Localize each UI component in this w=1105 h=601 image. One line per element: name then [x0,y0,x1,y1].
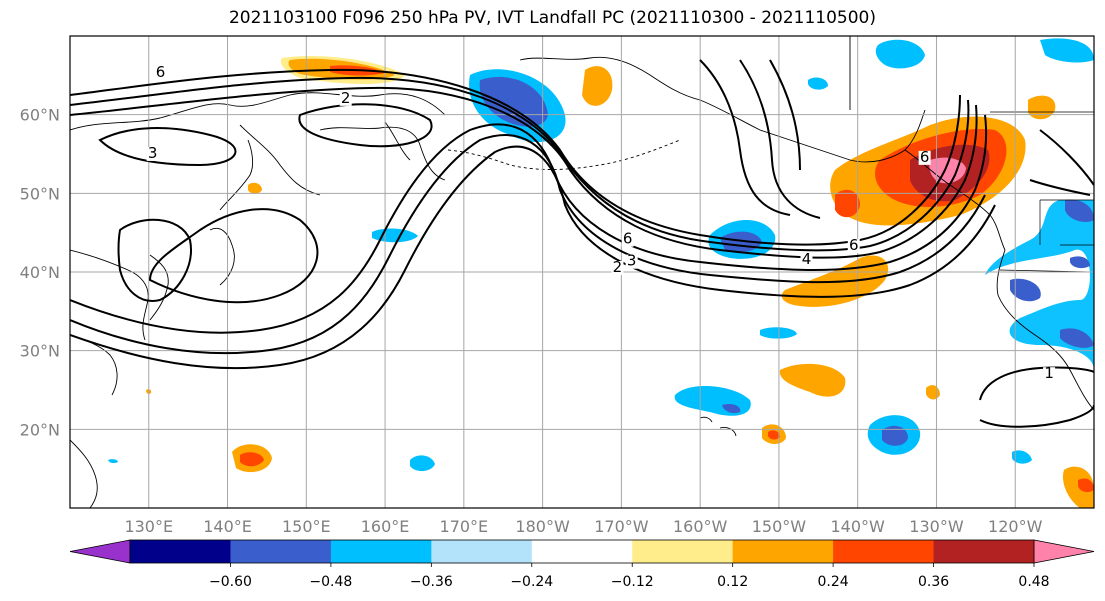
colorbar-segment-9 [933,540,1035,563]
colorbar-tick-label-2: −0.36 [410,574,453,590]
colorbar-tick-label-3: −0.24 [510,574,553,590]
contour-label-8: 6 [920,148,930,166]
latitude-labels: 20°N 30°N 40°N 50°N 60°N [20,106,60,440]
contour-label-7: 6 [849,236,859,254]
contour-label-bg-5 [611,261,624,275]
colorbar-tick-label-5: 0.12 [717,574,748,590]
contour-label-bg-8 [918,150,931,165]
contour-label-bg-6 [800,253,813,268]
contour-label-bg-7 [847,238,860,253]
colorbar-tick-label-0: −0.60 [209,574,252,590]
contour-label-bg-3 [621,232,634,247]
contour-label-4: 3 [627,252,637,270]
lon-tick-label-6: 170°W [594,517,649,536]
contour-label-2: 2 [341,89,351,107]
colorbar-segment-4 [431,540,533,563]
colorbar-segment-6 [632,540,734,563]
contour-label-1: 3 [148,144,158,162]
colorbar-segment-5 [531,540,633,563]
colorbar-segment-3 [330,540,432,563]
lon-tick-label-4: 170°E [440,517,489,536]
contour-label-bg-4 [625,254,638,269]
contour-label-bg-1 [146,146,159,161]
colorbar-tick-label-1: −0.48 [309,574,352,590]
lat-tick-label-3: 50°N [20,184,60,203]
colorbar-extend-high [1033,539,1095,564]
lon-tick-label-8: 150°W [752,517,807,536]
lat-tick-label-0: 20°N [20,420,60,439]
lon-tick-label-10: 130°W [909,517,964,536]
contour-label-5: 2 [613,258,623,276]
lon-tick-label-3: 160°E [361,517,410,536]
colorbar-tick-label-6: 0.24 [818,574,849,590]
colorbar-segment-2 [230,540,332,563]
colorbar-frame [129,539,1035,564]
contour-label-3: 6 [623,230,633,248]
colorbar-tick-label-7: 0.36 [918,574,949,590]
lon-tick-label-11: 120°W [988,517,1043,536]
contour-label-bg-9 [1043,367,1056,382]
lat-tick-label-1: 30°N [20,342,60,361]
contour-label-bg-0 [154,65,167,80]
lat-tick-label-4: 60°N [20,106,60,125]
lon-tick-label-9: 140°W [831,517,886,536]
colorbar-segment-8 [833,540,935,563]
contour-label-9: 1 [1044,364,1054,382]
lon-tick-label-7: 160°W [673,517,728,536]
ivt-contours [70,59,1094,428]
lon-tick-label-5: 180°W [515,517,570,536]
colorbar-extend-low [69,539,131,564]
colorbar-tick-label-4: −0.12 [611,574,654,590]
colorbar-tick-label-8: 0.48 [1018,574,1049,590]
contour-label-6: 4 [802,250,812,268]
longitude-labels: 130°E 140°E 150°E 160°E 170°E 180°W 170°W 160°W… [124,517,1042,536]
colorbar: −0.60 −0.48 −0.36 −0.24 −0.12 0.12 0.24 0.36 0.4… [69,539,1095,590]
contour-label-0: 6 [156,63,166,81]
colorbar-segment-1 [130,540,231,563]
contour-label-bg-2 [339,91,352,106]
lat-tick-label-2: 40°N [20,263,60,282]
lon-tick-label-0: 130°E [124,517,173,536]
colorbar-segment-7 [732,540,834,563]
map-title: 2021103100 F096 250 hPa PV, IVT Landfall… [228,8,876,28]
map-frame [69,35,1095,509]
lon-tick-label-1: 140°E [203,517,252,536]
lon-tick-label-2: 150°E [282,517,331,536]
